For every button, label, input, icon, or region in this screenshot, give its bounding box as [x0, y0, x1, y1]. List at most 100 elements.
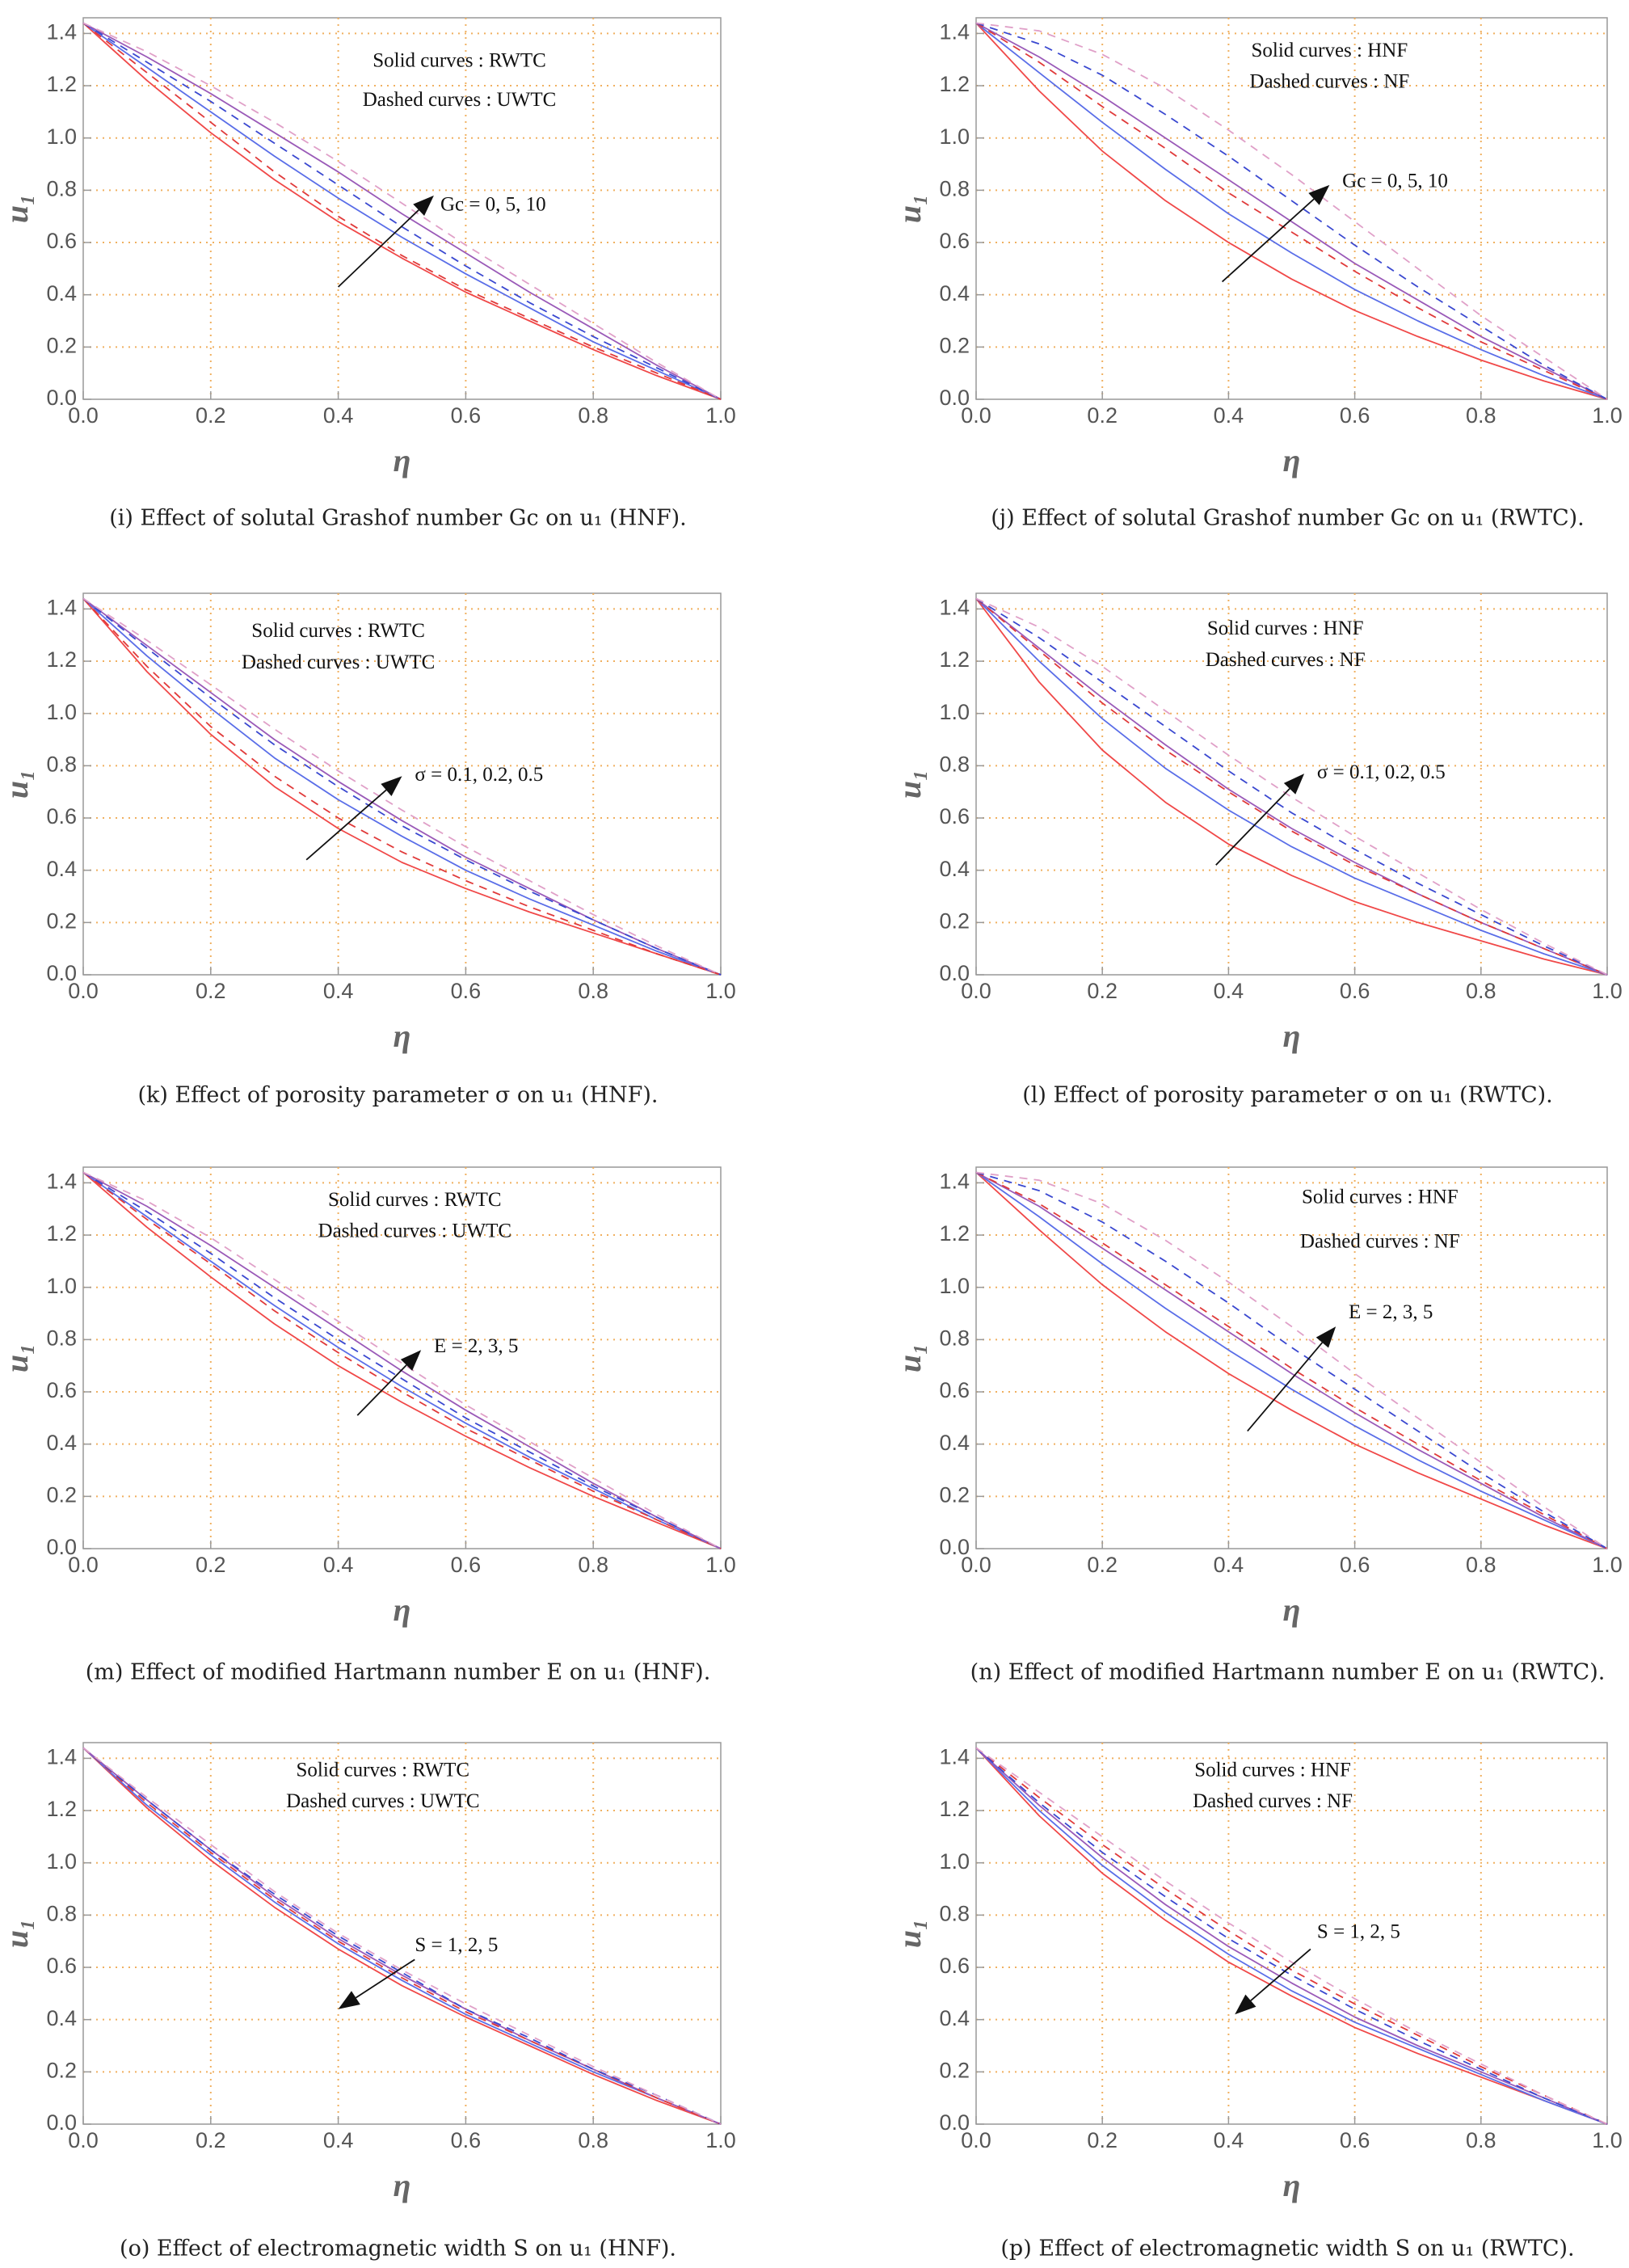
dashed-curve	[82, 1171, 722, 1549]
arrow-head	[338, 1991, 360, 2009]
solid-curve	[975, 597, 1608, 976]
arrow-head	[413, 195, 434, 217]
y-tick-label: 0.2	[46, 2058, 77, 2082]
y-tick-label: 1.0	[939, 124, 970, 149]
x-tick-label: 0.6	[1340, 2128, 1370, 2152]
x-axis-label: η	[1283, 1591, 1301, 1628]
y-tick-label: 0.4	[46, 1431, 77, 1455]
x-tick-label: 0.8	[578, 979, 608, 1003]
x-tick-label: 0.8	[1466, 2128, 1496, 2152]
y-tick-label: 0.4	[46, 857, 77, 881]
x-tick-label: 0.6	[451, 403, 482, 428]
x-tick-label: 0.4	[1214, 403, 1244, 428]
dashed-curve	[975, 597, 1608, 976]
annotation: Gc = 0, 5, 10	[440, 194, 546, 216]
y-tick-label: 0.0	[939, 386, 970, 410]
dashed-curve	[82, 1171, 722, 1549]
x-axis-label: η	[1283, 442, 1301, 478]
y-tick-label: 0.0	[46, 961, 77, 985]
x-tick-label: 0.8	[578, 2128, 608, 2152]
x-tick-label: 1.0	[705, 2128, 736, 2152]
dashed-curve	[975, 22, 1608, 400]
dashed-curve	[975, 22, 1608, 400]
solid-curve	[975, 22, 1608, 400]
curve-note: Dashed curves : NF	[1193, 1790, 1353, 1812]
x-axis-label: η	[394, 2167, 411, 2203]
y-tick-label: 0.0	[46, 2110, 77, 2135]
plot-frame	[975, 17, 1608, 400]
solid-curve	[82, 1747, 722, 2125]
curve-note: Dashed curves : NF	[1300, 1230, 1460, 1252]
curve-note: Dashed curves : UWTC	[286, 1790, 480, 1812]
y-tick-label: 0.0	[939, 961, 970, 985]
solid-curve	[975, 1171, 1608, 1549]
dashed-curve	[82, 1747, 722, 2125]
arrow-shaft	[1247, 1342, 1324, 1432]
y-tick-label: 0.0	[46, 386, 77, 410]
x-tick-label: 1.0	[705, 1553, 736, 1577]
caption: (k) Effect of porosity parameter σ on u₁…	[137, 1083, 658, 1108]
plot-frame	[975, 1742, 1608, 2125]
caption: (m) Effect of modified Hartmann number E…	[86, 1660, 711, 1685]
arrow-shaft	[1250, 1948, 1311, 2001]
y-axis-label: u₁	[0, 194, 35, 223]
x-tick-label: 1.0	[1592, 1553, 1623, 1577]
annotation: σ = 0.1, 0.2, 0.5	[1317, 761, 1446, 783]
dashed-curve	[82, 597, 722, 976]
panel: 0.0 0.2 0.4 0.6 0.8 1.0 0.0 0.2 0.4 0.6 0.8 1.0 1.2 1…	[0, 1166, 736, 1685]
arrow-head	[1308, 184, 1330, 205]
arrow-shaft	[355, 1958, 415, 1999]
y-tick-label: 0.2	[939, 2058, 970, 2082]
curve-note: Dashed curves : UWTC	[242, 651, 436, 673]
y-tick-label: 1.2	[46, 72, 77, 96]
x-tick-label: 1.0	[1592, 979, 1623, 1003]
x-tick-label: 0.6	[1340, 403, 1370, 428]
y-tick-label: 0.6	[46, 804, 77, 828]
y-tick-label: 1.4	[939, 1170, 970, 1194]
dashed-curve	[975, 1171, 1608, 1549]
y-tick-label: 1.0	[939, 700, 970, 724]
y-tick-label: 0.4	[939, 1431, 970, 1455]
dashed-curve	[975, 1747, 1608, 2125]
y-tick-label: 0.2	[46, 1482, 77, 1507]
solid-curve	[82, 1171, 722, 1549]
x-tick-label: 0.2	[1087, 979, 1118, 1003]
solid-curve	[975, 1171, 1608, 1549]
x-tick-label: 0.4	[323, 1553, 354, 1577]
x-tick-label: 0.0	[68, 403, 99, 428]
solid-curve	[975, 22, 1608, 400]
x-tick-label: 0.4	[323, 403, 354, 428]
y-tick-label: 1.2	[46, 1221, 77, 1246]
y-tick-label: 0.8	[939, 1901, 970, 1925]
x-tick-label: 0.2	[196, 979, 226, 1003]
y-tick-label: 0.4	[46, 2006, 77, 2030]
caption: (i) Effect of solutal Grashof number Gc …	[109, 506, 686, 531]
dashed-curve	[975, 597, 1608, 976]
x-tick-label: 0.4	[1214, 2128, 1244, 2152]
dashed-curve	[82, 597, 722, 976]
solid-curve	[82, 1747, 722, 2125]
panel: 0.0 0.2 0.4 0.6 0.8 1.0 0.0 0.2 0.4 0.6 0.8 1.0 1.2 1…	[891, 1166, 1623, 1685]
x-tick-label: 1.0	[1592, 403, 1623, 428]
solid-curve	[82, 22, 722, 400]
x-axis-label: η	[394, 1591, 411, 1628]
annotation: S = 1, 2, 5	[1317, 1921, 1400, 1943]
solid-curve	[975, 597, 1608, 976]
arrow-head	[400, 1350, 422, 1371]
arrow-shaft	[1215, 788, 1290, 866]
y-tick-label: 0.6	[939, 1954, 970, 1978]
y-tick-label: 0.0	[46, 1535, 77, 1559]
caption: (j) Effect of solutal Grashof number Gc …	[991, 506, 1584, 531]
annotation: E = 2, 3, 5	[434, 1335, 518, 1357]
arrow-head	[1283, 774, 1305, 795]
x-tick-label: 0.2	[196, 403, 226, 428]
y-tick-label: 0.6	[939, 804, 970, 828]
x-tick-label: 0.0	[68, 979, 99, 1003]
x-tick-label: 0.6	[1340, 979, 1370, 1003]
panel: 0.0 0.2 0.4 0.6 0.8 1.0 0.0 0.2 0.4 0.6 0.8 1.0 1.2 1…	[0, 17, 736, 531]
y-tick-label: 1.4	[939, 20, 970, 44]
curve-note: Solid curves : HNF	[1302, 1187, 1459, 1208]
panel: 0.0 0.2 0.4 0.6 0.8 1.0 0.0 0.2 0.4 0.6 0.8 1.0 1.2 1…	[891, 1742, 1623, 2262]
